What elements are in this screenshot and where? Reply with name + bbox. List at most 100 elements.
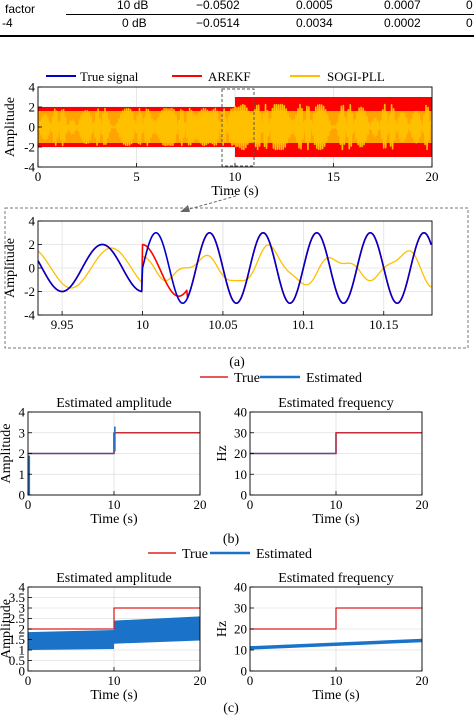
zoom-box — [221, 88, 255, 167]
table-cell: −0.0514 — [196, 16, 240, 30]
y-tick-label: 0 — [241, 488, 248, 503]
sogi-pll-band — [38, 111, 432, 143]
x-tick-label: 9.95 — [51, 317, 74, 332]
x-tick-label: 20 — [426, 169, 439, 184]
y-axis-label: Amplitude — [0, 424, 14, 484]
x-axis-label: Time (s) — [312, 512, 360, 527]
zoom-container — [4, 207, 469, 349]
caption-a: (a) — [229, 355, 245, 370]
table-cell: 0 — [466, 16, 473, 30]
y-tick-label: -2 — [24, 284, 35, 299]
y-tick-label: 3 — [19, 601, 26, 616]
x-tick-label: 10 — [108, 497, 121, 512]
y-axis-label: Amplitude — [3, 97, 18, 157]
chart-title: Estimated amplitude — [56, 396, 171, 411]
x-tick-label: 0 — [247, 673, 254, 688]
legend-label: True signal — [80, 69, 139, 84]
caption-c: (c) — [223, 701, 239, 716]
estimated-line — [249, 638, 423, 650]
chart-title: Estimated frequency — [278, 396, 393, 411]
y-tick-label: 40 — [234, 405, 247, 420]
zoom-arrow — [185, 195, 237, 211]
true-line — [28, 432, 200, 455]
table-bottom-rule — [0, 35, 474, 37]
y-axis-label: Hz — [215, 621, 230, 637]
y-axis-label: Hz — [215, 445, 230, 461]
x-tick-label: 20 — [416, 497, 429, 512]
y-axis-label: Amplitude — [3, 238, 18, 298]
x-tick-label: 10.15 — [369, 317, 398, 332]
y-tick-label: 10 — [234, 467, 247, 482]
x-tick-label: 10 — [229, 169, 242, 184]
estimated-band — [28, 616, 200, 650]
x-tick-label: 20 — [416, 673, 429, 688]
y-tick-label: 3 — [19, 425, 26, 440]
table-cell: 0.0007 — [384, 0, 421, 12]
table-cell: 0 dB — [122, 16, 147, 30]
y-tick-label: 4 — [29, 214, 36, 229]
y-tick-label: 1 — [19, 643, 26, 658]
y-tick-label: 20 — [234, 446, 247, 461]
true-line — [250, 607, 422, 630]
x-tick-label: 0 — [247, 497, 254, 512]
y-tick-label: 4 — [29, 80, 36, 95]
x-tick-label: 20 — [194, 673, 207, 688]
x-tick-label: 10.05 — [208, 317, 237, 332]
x-tick-label: 10 — [330, 497, 343, 512]
y-axis-label: Amplitude — [0, 599, 14, 659]
y-tick-label: 2.5 — [9, 611, 25, 626]
y-tick-label: 3.5 — [9, 590, 25, 605]
table-cell: −0.0502 — [196, 0, 240, 12]
y-tick-label: 4 — [19, 580, 26, 595]
x-tick-label: 10.1 — [292, 317, 315, 332]
y-tick-label: -4 — [24, 308, 35, 323]
chart-title: Estimated amplitude — [56, 571, 171, 586]
y-tick-label: 0 — [241, 664, 248, 679]
legend-label: True — [234, 371, 260, 386]
table-row-label: factor — [5, 2, 36, 16]
x-axis-label: Time (s) — [90, 688, 138, 703]
true-line — [250, 432, 422, 455]
true-line — [28, 607, 200, 630]
table-fragment: factor 10 dB −0.0502 0.0005 0.0007 0 0 d… — [0, 0, 474, 38]
y-tick-label: 4 — [19, 405, 26, 420]
y-tick-label: 10 — [234, 643, 247, 658]
y-tick-label: 1.5 — [9, 632, 25, 647]
chart-title: Estimated frequency — [278, 571, 393, 586]
x-tick-label: 20 — [194, 497, 207, 512]
y-tick-label: -2 — [24, 140, 35, 155]
x-tick-label: 0 — [35, 169, 42, 184]
x-tick-label: 0 — [25, 497, 32, 512]
legend-label: SOGI-PLL — [327, 69, 385, 84]
x-axis-label: Time (s) — [211, 184, 259, 199]
y-tick-label: 0 — [29, 261, 36, 276]
y-tick-label: 2 — [19, 622, 26, 637]
x-tick-label: 5 — [133, 169, 140, 184]
table-cell: 0.0002 — [384, 16, 421, 30]
table-edge-text: -4 — [2, 16, 13, 30]
x-tick-label: 10 — [330, 673, 343, 688]
caption-b: (b) — [223, 532, 240, 547]
legend-label: Estimated — [306, 371, 362, 386]
x-axis-label: Time (s) — [90, 512, 138, 527]
y-tick-label: 0.5 — [9, 653, 25, 668]
table-cell: 10 dB — [117, 0, 149, 12]
table-cell: 0 — [466, 0, 473, 12]
table-cell: 0.0034 — [296, 16, 333, 30]
x-tick-label: 10 — [108, 673, 121, 688]
true-signal-line — [37, 231, 432, 305]
y-tick-label: 2 — [29, 100, 36, 115]
y-tick-label: 0 — [29, 120, 36, 135]
y-tick-label: 1 — [19, 467, 26, 482]
y-tick-label: 20 — [234, 622, 247, 637]
legend-label: Estimated — [256, 547, 312, 562]
y-tick-label: 30 — [234, 601, 247, 616]
y-tick-label: 40 — [234, 580, 247, 595]
legend-label: True — [182, 547, 208, 562]
x-tick-label: 15 — [327, 169, 340, 184]
y-tick-label: 2 — [29, 237, 36, 252]
sogi-pll-line — [37, 244, 432, 289]
table-cell: 0.0005 — [296, 0, 333, 12]
x-tick-label: 0 — [25, 673, 32, 688]
